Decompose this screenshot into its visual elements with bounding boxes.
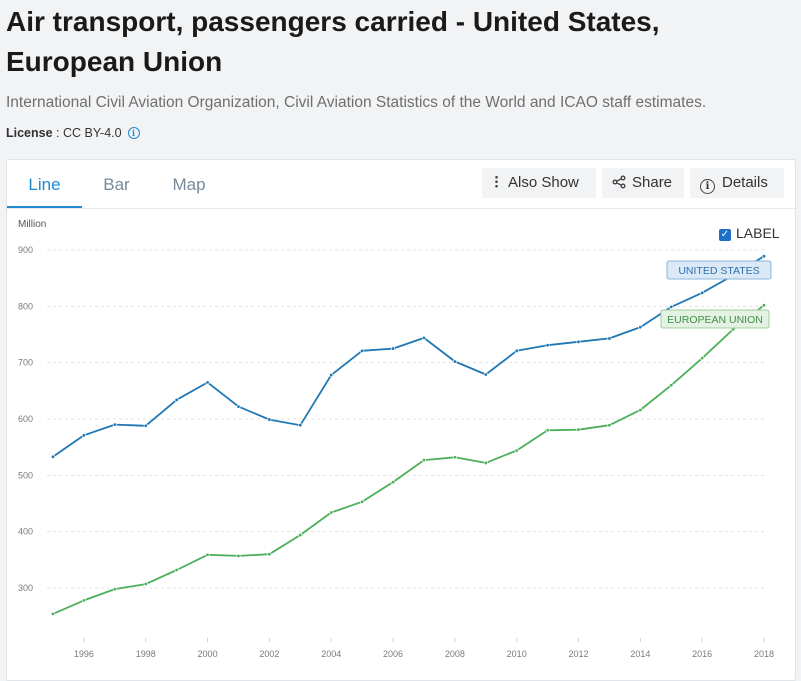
x-tick-label: 2010 <box>507 649 527 659</box>
details-info-icon: i <box>700 179 715 194</box>
also-show-button[interactable]: Also Show <box>482 168 596 198</box>
tab-line[interactable]: Line <box>7 160 82 208</box>
data-point <box>143 582 148 587</box>
info-icon[interactable]: i <box>127 127 140 139</box>
series-label-european-union: EUROPEAN UNION <box>667 314 763 326</box>
x-tick-label: 1998 <box>136 649 156 659</box>
details-label: Details <box>722 174 768 191</box>
y-axis-unit: Million <box>18 219 46 230</box>
data-point <box>112 587 117 592</box>
data-point <box>267 552 272 557</box>
y-tick-label: 600 <box>18 414 33 424</box>
x-tick-label: 2000 <box>198 649 218 659</box>
data-point <box>669 383 674 388</box>
data-point <box>360 348 365 353</box>
data-point <box>391 346 396 351</box>
data-point <box>112 422 117 427</box>
x-tick-label: 2004 <box>321 649 341 659</box>
data-point <box>329 510 334 515</box>
data-point <box>545 343 550 348</box>
data-point <box>483 372 488 377</box>
tab-bar[interactable]: Bar <box>103 175 130 194</box>
x-tick-label: 2018 <box>754 649 774 659</box>
y-tick-label: 400 <box>18 527 33 537</box>
series-line-european-union <box>52 304 765 615</box>
data-point <box>421 335 426 340</box>
page-title: Air transport, passengers carried - Unit… <box>6 6 660 77</box>
more-vertical-icon <box>495 175 498 188</box>
data-point <box>174 567 179 572</box>
data-point <box>576 339 581 344</box>
details-button[interactable]: i Details <box>690 168 784 198</box>
y-tick-label: 300 <box>18 583 33 593</box>
also-show-label: Also Show <box>508 174 579 191</box>
data-point <box>761 303 766 308</box>
series-label-united-states: UNITED STATES <box>678 265 759 277</box>
data-point <box>669 304 674 309</box>
data-point <box>576 427 581 432</box>
chart-card: Line Bar Map Also Show Share i Details ✓ L… <box>6 159 796 681</box>
y-tick-label: 800 <box>18 301 33 311</box>
data-point <box>236 404 241 409</box>
data-point <box>761 254 766 259</box>
data-point <box>174 397 179 402</box>
view-tabs: Line Bar Map Also Show Share i Details <box>7 160 795 209</box>
data-point <box>421 458 426 463</box>
data-point <box>298 423 303 428</box>
license-line: License : CC BY-4.0 i <box>6 126 140 140</box>
data-point <box>638 407 643 412</box>
data-point <box>81 598 86 603</box>
share-icon <box>612 175 626 189</box>
data-point <box>329 373 334 378</box>
data-point <box>391 480 396 485</box>
license-label: License <box>6 126 53 140</box>
data-point <box>483 460 488 465</box>
y-tick-label: 700 <box>18 358 33 368</box>
data-point <box>236 553 241 558</box>
share-button[interactable]: Share <box>602 168 684 198</box>
data-point <box>360 499 365 504</box>
data-point <box>452 455 457 460</box>
data-point <box>545 428 550 433</box>
data-point <box>50 611 55 616</box>
data-point <box>205 552 210 557</box>
data-point <box>514 448 519 453</box>
x-tick-label: 2006 <box>383 649 403 659</box>
label-toggle[interactable]: ✓ LABEL <box>719 225 780 241</box>
x-tick-label: 2002 <box>259 649 279 659</box>
license-value: : CC BY-4.0 <box>52 126 122 140</box>
data-point <box>638 325 643 330</box>
x-tick-label: 2008 <box>445 649 465 659</box>
data-point <box>452 359 457 364</box>
data-point <box>81 433 86 438</box>
x-tick-label: 1996 <box>74 649 94 659</box>
data-point <box>700 290 705 295</box>
data-point <box>205 380 210 385</box>
series-line-united-states <box>52 255 765 458</box>
data-point <box>50 454 55 459</box>
data-point <box>607 423 612 428</box>
data-point <box>298 533 303 538</box>
data-point <box>143 423 148 428</box>
series-label-european-union-box <box>660 309 770 329</box>
data-point <box>700 356 705 361</box>
line-chart: Million 300 400 500 600 700 800 900 1996 1998 2000… <box>18 219 774 659</box>
x-tick-label: 2016 <box>692 649 712 659</box>
label-toggle-text: LABEL <box>736 225 780 241</box>
x-tick-label: 2014 <box>630 649 650 659</box>
tab-map[interactable]: Map <box>172 175 206 194</box>
share-label: Share <box>632 174 673 191</box>
label-checkbox[interactable]: ✓ <box>719 229 731 241</box>
y-tick-label: 900 <box>18 245 33 255</box>
x-tick-label: 2012 <box>569 649 589 659</box>
data-point <box>267 417 272 422</box>
data-point <box>514 348 519 353</box>
source-subtitle: International Civil Aviation Organizatio… <box>6 94 707 111</box>
series-label-united-states-box <box>666 260 772 280</box>
data-point <box>607 336 612 341</box>
y-tick-label: 500 <box>18 470 33 480</box>
